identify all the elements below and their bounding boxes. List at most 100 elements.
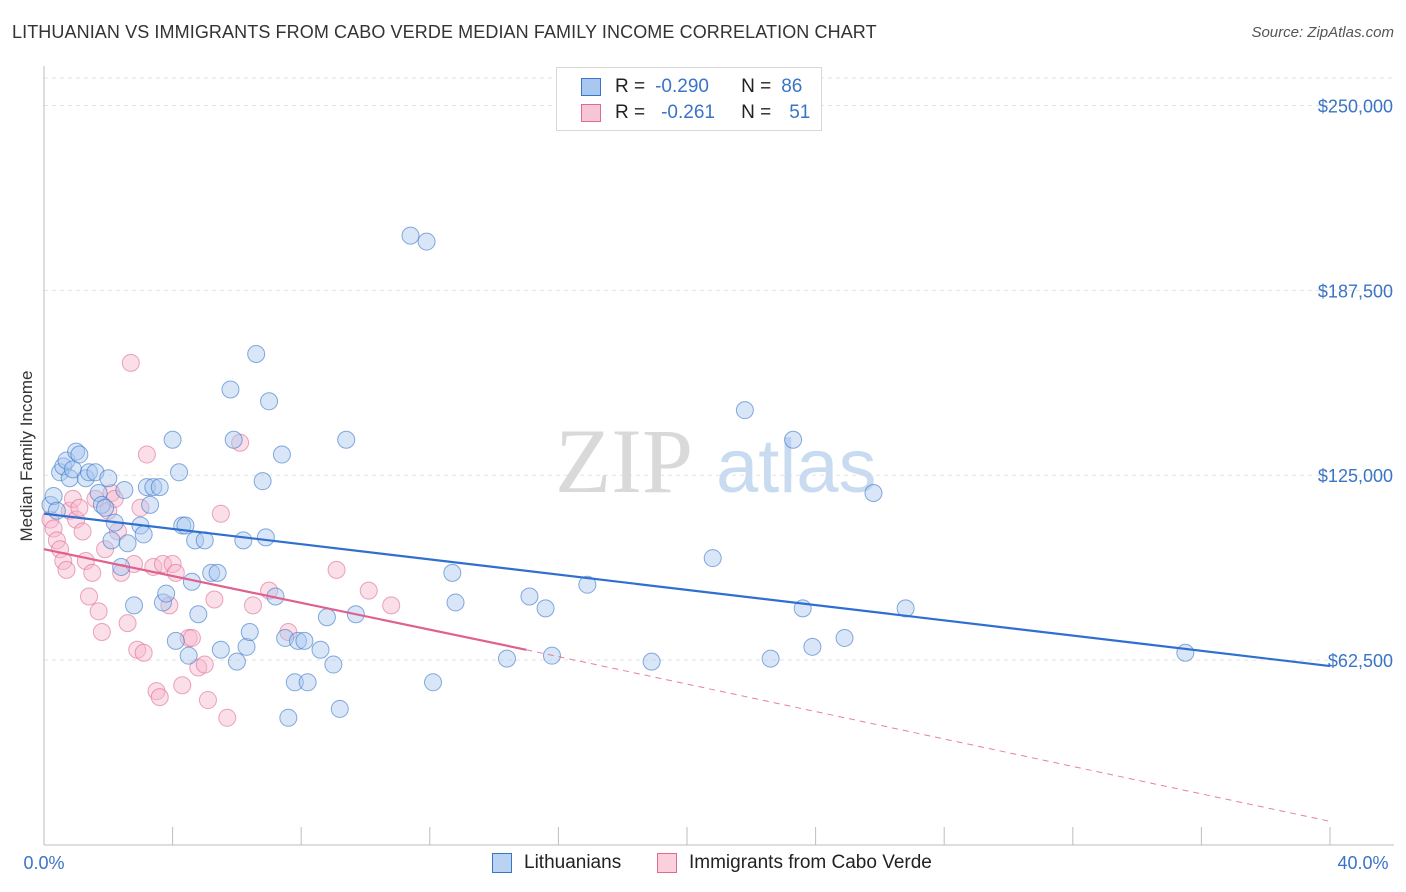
point-lithuanians <box>144 478 163 497</box>
point-lithuanians <box>208 563 227 582</box>
point-lithuanians <box>166 631 185 650</box>
point-cabo-verde <box>137 445 156 464</box>
series-cabo-verde-points <box>41 353 401 727</box>
point-lithuanians <box>202 563 221 582</box>
point-cabo-verde <box>121 353 140 372</box>
watermark: ZIP atlas <box>555 410 877 512</box>
point-lithuanians <box>337 430 356 449</box>
point-cabo-verde <box>57 560 76 579</box>
point-lithuanians <box>260 392 279 411</box>
point-lithuanians <box>80 463 99 482</box>
point-lithuanians <box>784 430 803 449</box>
point-lithuanians <box>311 640 330 659</box>
point-lithuanians <box>417 232 436 251</box>
point-lithuanians <box>330 699 349 718</box>
y-tick-label: $62,500 <box>1328 651 1393 671</box>
point-cabo-verde <box>92 623 111 642</box>
point-cabo-verde <box>205 590 224 609</box>
point-cabo-verde <box>83 563 102 582</box>
point-lithuanians <box>115 481 134 500</box>
point-lithuanians <box>703 549 722 568</box>
gridlines <box>44 77 1394 661</box>
point-cabo-verde <box>63 489 82 508</box>
point-lithuanians <box>285 673 304 692</box>
legend-swatch-pink <box>581 104 601 122</box>
point-lithuanians <box>125 596 144 615</box>
legend-r-label: R = <box>615 102 646 123</box>
point-cabo-verde <box>243 596 262 615</box>
point-lithuanians <box>520 587 539 606</box>
point-lithuanians <box>295 631 314 650</box>
chart-title: LITHUANIAN VS IMMIGRANTS FROM CABO VERDE… <box>12 22 877 42</box>
series-legend-cabo-verde[interactable]: Immigrants from Cabo Verde <box>657 852 932 874</box>
point-cabo-verde <box>359 581 378 600</box>
point-lithuanians <box>150 478 169 497</box>
correlation-legend: R = -0.290 N = 86 R = -0.261 N = 51 <box>556 67 822 131</box>
point-lithuanians <box>298 673 317 692</box>
point-cabo-verde <box>89 602 108 621</box>
point-cabo-verde <box>182 628 201 647</box>
point-cabo-verde <box>131 498 150 517</box>
point-cabo-verde <box>96 540 115 559</box>
point-lithuanians <box>92 495 111 514</box>
point-lithuanians <box>163 430 182 449</box>
legend-row-cabo-verde: R = -0.261 N = 51 <box>557 100 810 126</box>
series-lithuanians-points <box>41 226 1195 727</box>
point-lithuanians <box>536 599 555 618</box>
source-label: Source: ZipAtlas.com <box>1251 24 1394 41</box>
point-cabo-verde <box>44 519 63 538</box>
legend-swatch-blue <box>492 853 512 873</box>
point-cabo-verde <box>118 614 137 633</box>
point-lithuanians <box>324 655 343 674</box>
series-legend: Lithuanians Immigrants from Cabo Verde <box>0 852 1406 878</box>
point-lithuanians <box>240 623 259 642</box>
point-lithuanians <box>96 498 115 517</box>
legend-r-label: R = <box>615 76 646 97</box>
watermark-atlas: atlas <box>716 424 877 509</box>
point-lithuanians <box>642 652 661 671</box>
legend-r-value: -0.290 <box>655 76 709 97</box>
point-cabo-verde <box>173 676 192 695</box>
point-lithuanians <box>256 528 275 547</box>
point-lithuanians <box>211 640 230 659</box>
point-lithuanians <box>401 226 420 245</box>
point-cabo-verde <box>195 655 214 674</box>
point-lithuanians <box>237 637 256 656</box>
point-lithuanians <box>137 478 156 497</box>
point-cabo-verde <box>382 596 401 615</box>
legend-row-lithuanians: R = -0.290 N = 86 <box>557 74 802 100</box>
point-lithuanians <box>288 631 307 650</box>
point-lithuanians <box>102 531 121 550</box>
point-lithuanians <box>247 344 266 363</box>
point-lithuanians <box>189 605 208 624</box>
legend-n-label: N = <box>741 76 772 97</box>
point-cabo-verde <box>73 522 92 541</box>
point-lithuanians <box>446 593 465 612</box>
x-tick-labels: 0.0% 40.0% <box>23 853 1388 873</box>
point-lithuanians <box>835 628 854 647</box>
point-cabo-verde <box>218 708 237 727</box>
point-lithuanians <box>70 445 89 464</box>
point-lithuanians <box>803 637 822 656</box>
point-cabo-verde <box>60 501 79 520</box>
point-lithuanians <box>424 673 443 692</box>
point-lithuanians <box>44 486 63 505</box>
point-cabo-verde <box>153 554 172 573</box>
point-cabo-verde <box>147 682 166 701</box>
point-lithuanians <box>443 563 462 582</box>
point-lithuanians <box>118 534 137 553</box>
point-lithuanians <box>272 445 291 464</box>
legend-r-value: -0.261 <box>661 102 715 123</box>
series-legend-lithuanians[interactable]: Lithuanians <box>492 852 621 874</box>
trend-line-cabo-verde-extension <box>526 649 1331 822</box>
legend-n-label: N = <box>741 102 772 123</box>
y-tick-label: $125,000 <box>1318 466 1393 486</box>
series-legend-label: Immigrants from Cabo Verde <box>689 852 932 873</box>
point-cabo-verde <box>327 560 346 579</box>
point-lithuanians <box>141 495 160 514</box>
point-cabo-verde <box>211 504 230 523</box>
point-lithuanians <box>224 430 243 449</box>
point-lithuanians <box>67 442 86 461</box>
point-cabo-verde <box>80 587 99 606</box>
